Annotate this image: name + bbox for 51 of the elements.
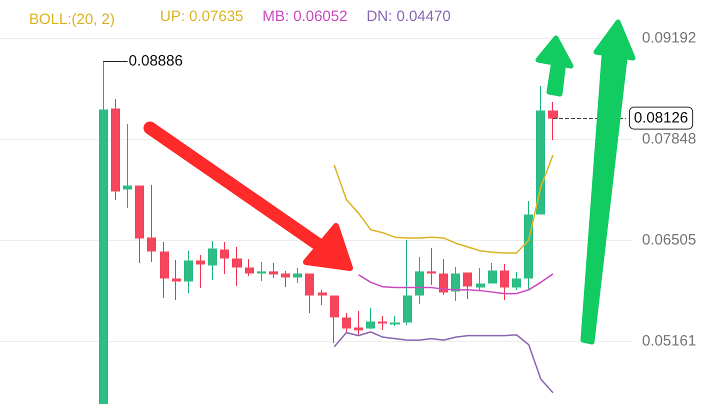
candlestick bbox=[123, 124, 132, 209]
candlestick bbox=[245, 258, 254, 276]
candlestick bbox=[196, 254, 205, 288]
text: MB: 0.06052 bbox=[262, 8, 348, 25]
candlestick bbox=[512, 271, 521, 290]
candlestick bbox=[220, 241, 229, 274]
candlestick bbox=[293, 267, 302, 284]
candlestick bbox=[476, 267, 485, 290]
candlestick bbox=[257, 261, 266, 282]
line-series bbox=[333, 154, 554, 254]
candlestick bbox=[451, 266, 460, 302]
candlestick bbox=[488, 262, 497, 284]
candlestick bbox=[99, 60, 108, 404]
y-tick-label: 0.05161 bbox=[642, 332, 696, 350]
chart-title: BOLL:(20, 2) bbox=[29, 11, 115, 28]
candlestick bbox=[232, 246, 242, 286]
annotation: 0.08886 bbox=[128, 52, 183, 70]
candlestick bbox=[318, 289, 327, 306]
text: UP: 0.07635 bbox=[160, 8, 244, 25]
candlestick bbox=[184, 250, 193, 294]
candlestick bbox=[305, 273, 314, 314]
text: DN: 0.04470 bbox=[366, 8, 451, 25]
candlestick bbox=[403, 240, 412, 326]
candlestick bbox=[500, 263, 509, 300]
candlestick bbox=[160, 241, 169, 298]
candlestick bbox=[111, 98, 120, 200]
candlestick bbox=[415, 256, 424, 304]
candlestick bbox=[524, 200, 533, 290]
candlestick bbox=[208, 240, 217, 280]
candlestick bbox=[439, 258, 448, 296]
candlestick bbox=[172, 259, 181, 300]
candlestick bbox=[427, 247, 436, 286]
candlestick bbox=[354, 310, 363, 336]
y-tick-label: 0.09192 bbox=[642, 30, 696, 46]
candlestick bbox=[390, 315, 400, 326]
line-series bbox=[358, 273, 554, 294]
candlestick bbox=[330, 295, 339, 344]
ref-line-label: 0.08126 bbox=[634, 110, 688, 127]
candlestick bbox=[342, 312, 351, 332]
y-tick-label: 0.06505 bbox=[642, 231, 696, 248]
candlestick bbox=[463, 272, 472, 300]
candlestick bbox=[281, 270, 290, 288]
candlestick bbox=[366, 307, 375, 330]
candlestick bbox=[135, 185, 144, 264]
candlestick bbox=[536, 86, 545, 215]
candlestick bbox=[378, 315, 387, 330]
candlestick bbox=[269, 262, 278, 278]
line-series bbox=[333, 331, 554, 394]
candlestick bbox=[548, 102, 558, 141]
candlestick bbox=[147, 184, 156, 262]
y-tick-label: 0.07848 bbox=[642, 130, 696, 148]
